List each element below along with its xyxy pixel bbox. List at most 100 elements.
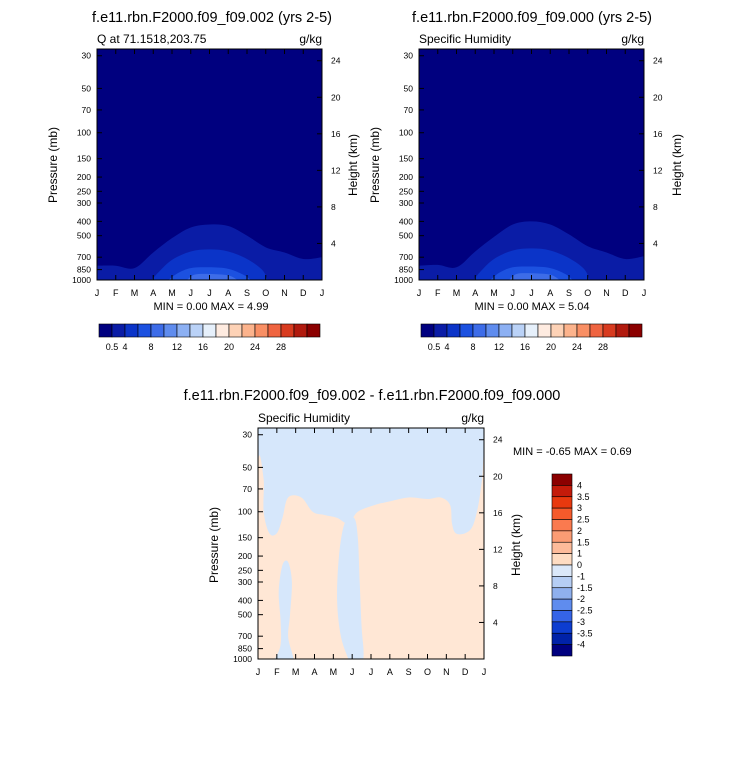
colorbar-right-swatch — [550, 323, 565, 338]
colorbar-left-label: 16 — [198, 342, 208, 352]
colorbar-right-swatch — [420, 323, 435, 338]
colorbar-difference-label: 0 — [577, 560, 582, 570]
panel-left-ytick-right-label: 20 — [331, 92, 341, 102]
panel-difference-ytick-label: 50 — [243, 462, 253, 472]
panel-right-ytick-right-label: 4 — [653, 238, 658, 248]
colorbar-left-swatch — [280, 323, 295, 338]
panel-difference-units: g/kg — [461, 411, 484, 425]
panel-difference-title: f.e11.rbn.F2000.f09_f09.002 - f.e11.rbn.… — [184, 388, 561, 404]
colorbar-right-swatch — [433, 323, 448, 338]
panel-left-ytick-right-label: 4 — [331, 238, 336, 248]
panel-left-ytick-right-label: 16 — [331, 129, 341, 139]
panel-left-ytick-label: 200 — [77, 172, 91, 182]
panel-right-title: f.e11.rbn.F2000.f09_f09.000 (yrs 2-5) — [412, 10, 652, 26]
colorbar-left-swatch — [150, 323, 165, 338]
panel-left-plot-area: J F M A M J J A S O N D J 30 50 70 100 150 200 250 300 400 500… — [72, 48, 341, 298]
panel-right-ytick-label: 500 — [399, 231, 413, 241]
colorbar-difference-swatch — [551, 610, 573, 623]
panel-difference-ylabel: Pressure (mb) — [207, 507, 221, 583]
panel-difference-ytick-label: 500 — [238, 610, 252, 620]
panel-left-title: f.e11.rbn.F2000.f09_f09.002 (yrs 2-5) — [92, 10, 332, 26]
colorbar-left-swatch — [202, 323, 217, 338]
panel-difference-xtick-label: M — [292, 667, 300, 677]
panel-right-xtick-label: F — [435, 288, 441, 298]
panel-right-left-label: Specific Humidity — [419, 32, 511, 46]
panel-right: f.e11.rbn.F2000.f09_f09.000 (yrs 2-5) Sp… — [368, 10, 684, 313]
colorbar-left-label: 12 — [172, 342, 182, 352]
panel-right-ytick-label: 30 — [404, 51, 414, 61]
colorbar-left-swatch — [267, 323, 282, 338]
panel-right-xtick-label: J — [529, 288, 534, 298]
colorbar-difference-label: -4 — [577, 640, 585, 650]
colorbar-difference-label: 2 — [577, 526, 582, 536]
panel-right-ytick-right-label: 24 — [653, 56, 663, 66]
colorbar-right-label: 20 — [546, 342, 556, 352]
colorbar-right-label: 24 — [572, 342, 582, 352]
colorbar-difference-swatch — [551, 541, 573, 554]
panel-left-xtick-label: M — [168, 288, 176, 298]
panel-left-ytick-label: 100 — [77, 128, 91, 138]
panel-right-xtick-label: J — [511, 288, 516, 298]
panel-difference-ytick-right-label: 12 — [493, 544, 503, 554]
panel-difference-ytick-right-label: 24 — [493, 435, 503, 445]
colorbar-left-swatch — [137, 323, 152, 338]
colorbar-right-swatch — [524, 323, 539, 338]
panel-difference-region-negative — [337, 516, 364, 659]
panel-left-ytick-label: 1000 — [72, 275, 91, 285]
colorbar-left-label: 24 — [250, 342, 260, 352]
colorbar-left-swatch — [241, 323, 256, 338]
panel-difference-xtick-label: J — [482, 667, 487, 677]
panel-right-ylabel-right: Height (km) — [670, 134, 684, 196]
colorbar-left-swatch — [189, 323, 204, 338]
colorbar-left-label: 8 — [148, 342, 153, 352]
panel-right-xtick-label: M — [453, 288, 461, 298]
panel-left-xtick-label: M — [131, 288, 139, 298]
panel-difference-ytick-label: 70 — [243, 484, 253, 494]
colorbar-right-swatch — [498, 323, 513, 338]
panel-left-xtick-label: A — [150, 288, 156, 298]
panel-right-xtick-label: N — [603, 288, 610, 298]
panel-left-ytick-label: 150 — [77, 154, 91, 164]
panel-left-ytick-label: 70 — [82, 105, 92, 115]
colorbar-left-swatch — [98, 323, 113, 338]
colorbar-difference-label: -3.5 — [577, 628, 593, 638]
colorbar-left-swatch — [215, 323, 230, 338]
panel-difference-region-negative — [274, 560, 294, 659]
colorbar-difference-swatch — [551, 530, 573, 543]
colorbar-difference-swatch — [551, 473, 573, 486]
panel-right-ytick-label: 150 — [399, 154, 413, 164]
colorbar-difference-label: 1.5 — [577, 537, 590, 547]
panel-right-ytick-label: 200 — [399, 172, 413, 182]
panel-difference-ytick-label: 850 — [238, 644, 252, 654]
colorbar-difference-label: -1.5 — [577, 583, 593, 593]
panel-left-xtick-label: D — [300, 288, 307, 298]
panel-right-xtick-label: A — [472, 288, 478, 298]
panel-difference-ytick-right-label: 16 — [493, 508, 503, 518]
panel-difference: f.e11.rbn.F2000.f09_f09.002 - f.e11.rbn.… — [184, 388, 632, 677]
colorbar-left-label: 0.5 — [106, 342, 119, 352]
colorbar-left: 0.5 4 8 12 16 20 24 28 — [98, 323, 321, 352]
panel-right-contour-band — [509, 273, 560, 280]
panel-difference-xtick-label: S — [406, 667, 412, 677]
panel-left-frame — [96, 48, 323, 281]
panel-left-left-label: Q at 71.1518,203.75 — [97, 32, 207, 46]
panel-difference-ytick-label: 1000 — [233, 654, 252, 664]
panel-left-ytick-label: 50 — [82, 83, 92, 93]
colorbar-difference-label: 1 — [577, 549, 582, 559]
colorbar-right-label: 12 — [494, 342, 504, 352]
panel-left-xtick-label: J — [207, 288, 212, 298]
panel-difference-xtick-label: M — [330, 667, 338, 677]
colorbar-difference-swatch — [551, 644, 573, 657]
colorbar-left-swatch — [111, 323, 126, 338]
panel-left-ylabel: Pressure (mb) — [46, 127, 60, 203]
colorbar-right-label: 16 — [520, 342, 530, 352]
panel-difference-xtick-label: O — [424, 667, 431, 677]
colorbar-difference-swatch — [551, 553, 573, 566]
panel-left-xtick-label: J — [95, 288, 100, 298]
panel-right-xtick-label: J — [642, 288, 647, 298]
panel-right-frame — [418, 48, 645, 281]
panel-right-ytick-label: 300 — [399, 198, 413, 208]
panel-right-ytick-label: 700 — [399, 252, 413, 262]
panel-difference-ylabel-right: Height (km) — [509, 514, 523, 576]
panel-left-contour-band — [187, 273, 238, 280]
